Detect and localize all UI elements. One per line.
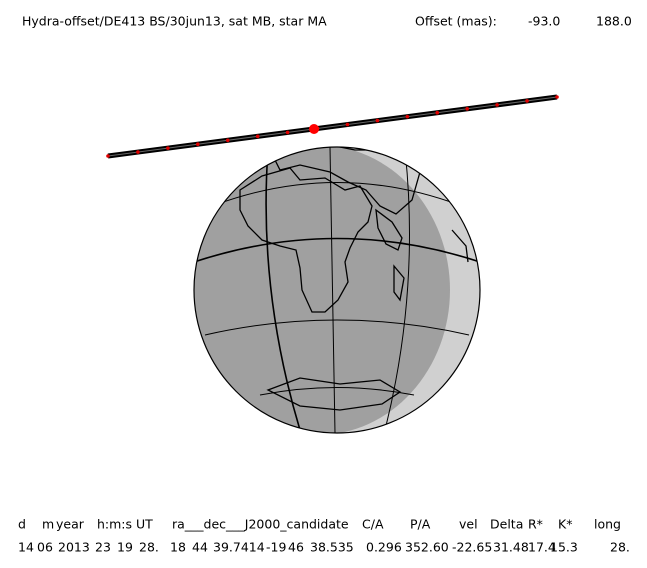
- globe-outline: [193, 146, 481, 434]
- table-cell: 44: [192, 540, 208, 555]
- offset-value: 188.0: [596, 14, 632, 29]
- track-center: [107, 96, 558, 157]
- column-header: ra___dec___J2000_candidate: [172, 517, 349, 532]
- graticule: [194, 147, 480, 433]
- table-cell: 06: [37, 540, 53, 555]
- column-header: m: [42, 517, 54, 532]
- table-cell: 46: [288, 540, 304, 555]
- table-cell: 23: [95, 540, 111, 555]
- column-header: P/A: [410, 517, 431, 532]
- table-cell: 18: [170, 540, 186, 555]
- time-tick: [166, 146, 170, 150]
- globe-night: [194, 147, 450, 433]
- time-tick: [136, 150, 140, 154]
- title: Hydra-offset/DE413 BS/30jun13, sat MB, s…: [22, 14, 327, 29]
- time-tick: [435, 110, 440, 115]
- table-cell: 15.3: [550, 540, 578, 555]
- column-header: R*: [528, 517, 543, 532]
- table-cell: -19: [266, 540, 286, 555]
- column-header: d: [18, 517, 26, 532]
- table-cell: 28.: [610, 540, 630, 555]
- time-tick: [465, 107, 470, 111]
- column-header: C/A: [362, 517, 384, 532]
- offset-label: Offset (mas):: [415, 14, 497, 29]
- table-cell: 38.535: [310, 540, 354, 555]
- column-header: K*: [558, 517, 572, 532]
- table-cell: 2013: [58, 540, 90, 555]
- column-header: vel: [459, 517, 478, 532]
- texts: Hydra-offset/DE413 BS/30jun13, sat MB, s…: [18, 14, 632, 555]
- offset-value: -93.0: [528, 14, 560, 29]
- table-cell: 0.296: [366, 540, 402, 555]
- time-tick: [285, 130, 290, 135]
- table-cell: 17.4: [528, 540, 556, 555]
- time-tick: [196, 142, 200, 146]
- table-cell: 31.48: [493, 540, 529, 555]
- shadow-track: [106, 94, 559, 159]
- closest-approach: [309, 124, 319, 134]
- table-cell: 28.: [139, 540, 159, 555]
- time-tick: [106, 154, 110, 158]
- time-tick: [525, 99, 529, 103]
- column-header: h:m:s UT: [97, 517, 153, 532]
- table-cell: 352.60: [405, 540, 449, 555]
- column-header: long: [594, 517, 621, 532]
- globe: [193, 146, 481, 434]
- column-header: Delta: [490, 517, 523, 532]
- time-tick: [255, 134, 260, 139]
- time-tick: [555, 95, 559, 99]
- time-tick: [225, 138, 230, 143]
- time-tick: [345, 122, 350, 127]
- column-header: year: [56, 517, 85, 532]
- time-tick: [375, 118, 380, 123]
- table-cell: 19: [117, 540, 133, 555]
- table-cell: -22.65: [452, 540, 492, 555]
- table-cell: 39.7414: [213, 540, 265, 555]
- table-cell: 14: [18, 540, 34, 555]
- time-tick: [405, 114, 410, 119]
- time-tick: [495, 103, 499, 107]
